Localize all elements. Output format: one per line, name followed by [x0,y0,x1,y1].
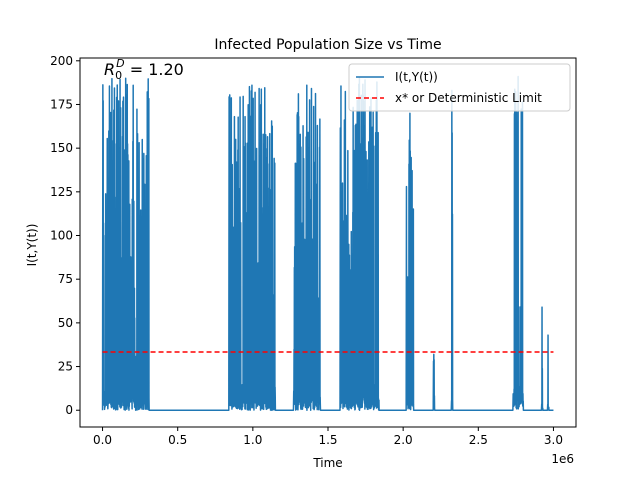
legend-label-deterministic: x* or Deterministic Limit [395,91,542,105]
axes: 0.0 0.5 1.0 1.5 2.0 2.5 3.0 0 25 50 75 100 125 150 175… [50,54,577,447]
x-tick-label: 0.5 [168,433,187,447]
y-tick-label: 50 [58,316,73,330]
y-axis-label: I(t,Y(t)) [25,224,39,267]
legend-box [348,63,571,112]
legend-label-infected: I(t,Y(t)) [395,70,438,84]
r0-annotation: R0D = 1.20 [104,57,184,82]
x-axis-label: Time [312,456,342,470]
x-tick-label: 3.0 [544,433,563,447]
y-tick-label: 175 [50,97,73,111]
x-tick-label: 1.5 [318,433,337,447]
x-tick-label: 2.5 [469,433,488,447]
r0-annotation-sub: 0 [115,69,122,82]
x-tick-label: 1.0 [243,433,262,447]
series-infected-line [101,75,554,411]
y-tick-label: 150 [50,141,73,155]
r0-annotation-value: = 1.20 [125,60,184,79]
y-tick-label: 125 [50,185,73,199]
plot-area [101,75,554,411]
x-tick-label: 0.0 [93,433,112,447]
y-tick-label: 100 [50,229,73,243]
r0-annotation-sup: D [116,57,124,70]
y-tick-label: 0 [65,403,73,417]
chart-title: Infected Population Size vs Time [214,37,441,53]
x-tick-label: 2.0 [394,433,413,447]
legend: I(t,Y(t)) x* or Deterministic Limit [348,63,571,112]
y-tick-label: 25 [58,360,73,374]
y-tick-label: 75 [58,272,73,286]
y-tick-label: 200 [50,54,73,68]
x-offset-label: 1e6 [551,452,574,466]
r0-annotation-base: R [104,60,115,79]
